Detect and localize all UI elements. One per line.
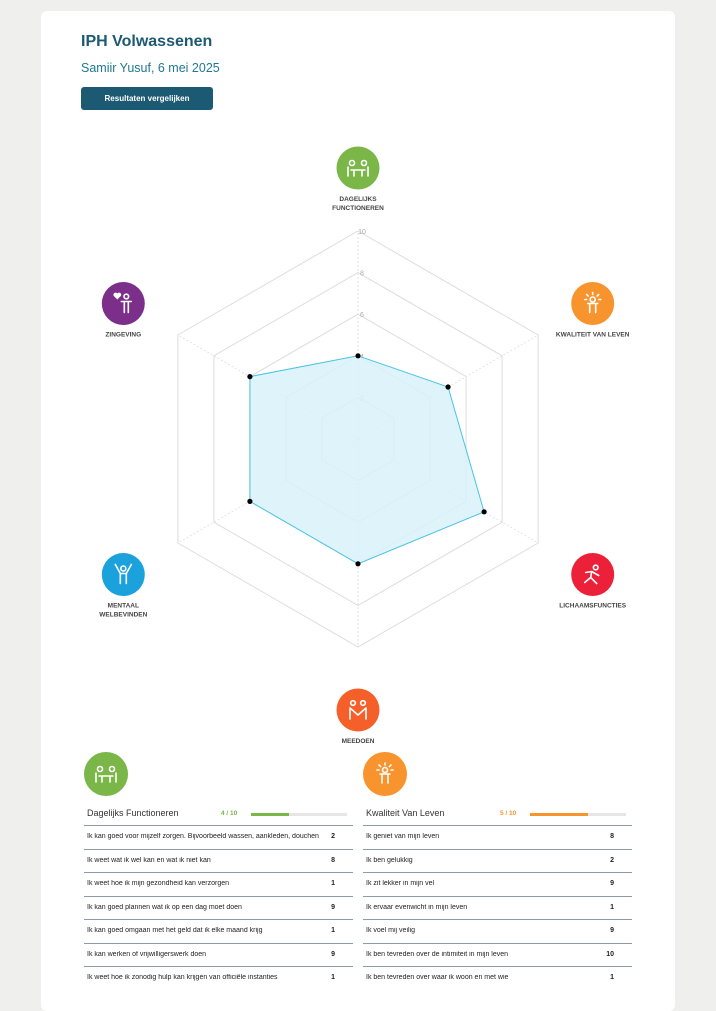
question-score: 2 <box>610 856 614 864</box>
section-header: Dagelijks Functioneren 4 / 10 <box>84 808 353 822</box>
radar-axis-1: KWALITEIT VAN LEVEN <box>556 282 630 339</box>
radar-axis-label: WELBEVINDEN <box>99 612 147 619</box>
section-score: 4 / 10 <box>221 810 238 817</box>
radar-axis-label: MENTAAL <box>108 603 139 610</box>
question-score: 1 <box>331 880 335 887</box>
question-row: Ik ben tevreden over de intimiteit in mi… <box>363 942 632 967</box>
radar-point <box>355 561 361 567</box>
question-score: 9 <box>610 927 614 934</box>
question-row: Ik ben gelukkig 2 <box>363 848 632 873</box>
question-text: Ik ervaar evenwicht in mijn leven <box>366 903 468 911</box>
question-row: Ik weet wat ik wel kan en wat ik niet ka… <box>84 848 353 873</box>
score-bar <box>251 813 347 816</box>
radar-point <box>355 353 361 359</box>
page-subtitle: Samiir Yusuf, 6 mei 2025 <box>81 61 220 75</box>
radar-tick-label: 10 <box>358 229 366 236</box>
question-row: Ik voel mij veilig 9 <box>363 919 632 943</box>
kwaliteit-van-leven-icon <box>571 282 615 325</box>
page-title: IPH Volwassenen <box>81 33 213 50</box>
radar-point <box>247 374 253 380</box>
question-text: Ik kan werken of vrijwilligerswerk doen <box>87 950 207 958</box>
question-text: Ik kan goed plannen wat ik op een dag mo… <box>87 903 242 911</box>
question-text: Ik weet hoe ik mijn gezondheid kan verzo… <box>87 880 230 887</box>
question-text: Ik zit lekker in mijn vel <box>366 880 435 887</box>
question-score: 9 <box>610 880 614 887</box>
question-row: Ik kan goed omgaan met het geld dat ik e… <box>84 919 353 943</box>
question-score: 1 <box>610 903 614 911</box>
question-score: 2 <box>331 833 335 840</box>
radar-point <box>247 498 253 504</box>
question-text: Ik geniet van mijn leven <box>366 833 440 840</box>
radar-point <box>445 384 451 390</box>
question-row: Ik weet hoe ik zonodig hulp kan krijgen … <box>84 966 353 990</box>
question-text: Ik weet hoe ik zonodig hulp kan krijgen … <box>87 974 278 981</box>
radar-axis-0: DAGELIJKS FUNCTIONEREN <box>332 146 384 212</box>
section-title: Kwaliteit Van Leven <box>366 808 445 818</box>
lichaamsfuncties-icon <box>571 553 615 596</box>
question-list: Ik kan goed voor mijzelf zorgen. Bijvoor… <box>84 825 353 990</box>
question-score: 10 <box>606 950 614 958</box>
question-score: 1 <box>610 974 614 981</box>
dagelijks-functioneren-icon <box>336 146 380 190</box>
question-list: Ik geniet van mijn leven 8 Ik ben gelukkig… <box>363 825 632 990</box>
section-title: Dagelijks Functioneren <box>87 808 179 818</box>
section-score: 5 / 10 <box>500 810 517 817</box>
radar-axis-4: MENTAAL WELBEVINDEN <box>99 553 148 619</box>
radar-axis-label: LICHAAMSFUNCTIES <box>559 603 626 610</box>
mentaal-welbevinden-icon <box>101 553 145 596</box>
question-score: 1 <box>331 974 335 981</box>
radar-ring <box>213 272 503 606</box>
radar-axis-3: MEEDOEN <box>336 688 380 745</box>
score-bar-fill <box>530 813 588 816</box>
question-score: 8 <box>331 856 335 864</box>
question-text: Ik weet wat ik wel kan en wat ik niet ka… <box>87 856 211 864</box>
question-text: Ik ben tevreden over de intimiteit in mi… <box>366 950 509 958</box>
question-row: Ik zit lekker in mijn vel 9 <box>363 872 632 896</box>
question-row: Ik kan werken of vrijwilligerswerk doen 9 <box>84 942 353 967</box>
radar-axis-label: ZINGEVING <box>105 332 141 339</box>
question-row: Ik weet hoe ik mijn gezondheid kan verzo… <box>84 872 353 896</box>
radar-axis-2: LICHAAMSFUNCTIES <box>559 553 627 610</box>
question-text: Ik kan goed voor mijzelf zorgen. Bijvoor… <box>87 833 319 840</box>
question-text: Ik ben tevreden over waar ik woon en met… <box>366 974 509 981</box>
score-bar <box>530 813 626 816</box>
radar-axis-label: MEEDOEN <box>342 738 375 745</box>
question-score: 9 <box>331 950 335 958</box>
question-text: Ik voel mij veilig <box>366 927 416 934</box>
question-row: Ik kan goed plannen wat ik op een dag mo… <box>84 895 353 920</box>
compare-results-button[interactable]: Resultaten vergelijken <box>81 87 213 110</box>
radar-axis-label: DAGELIJKS <box>339 196 377 203</box>
dagelijks-functioneren-icon <box>84 752 128 796</box>
question-row: Ik kan goed voor mijzelf zorgen. Bijvoor… <box>84 825 353 849</box>
question-score: 9 <box>331 903 335 911</box>
radar-point <box>481 509 487 515</box>
question-row: Ik ben tevreden over waar ik woon en met… <box>363 966 632 990</box>
radar-ring <box>177 230 539 648</box>
zingeving-icon <box>101 282 145 325</box>
question-score: 8 <box>610 833 614 840</box>
section-header: Kwaliteit Van Leven 5 / 10 <box>363 808 632 822</box>
radar-tick-label: 6 <box>360 312 364 319</box>
question-text: Ik kan goed omgaan met het geld dat ik e… <box>87 927 263 934</box>
meedoen-icon <box>336 688 380 732</box>
kwaliteit-van-leven-icon <box>363 752 407 796</box>
question-score: 1 <box>331 927 335 934</box>
radar-axis-label: KWALITEIT VAN LEVEN <box>556 332 630 339</box>
radar-tick-label: 8 <box>360 271 364 278</box>
question-row: Ik ervaar evenwicht in mijn leven 1 <box>363 895 632 920</box>
question-row: Ik geniet van mijn leven 8 <box>363 825 632 849</box>
score-bar-fill <box>251 813 290 816</box>
radar-axis-label: FUNCTIONEREN <box>332 205 384 212</box>
radar-axis-5: ZINGEVING <box>101 282 145 339</box>
question-text: Ik ben gelukkig <box>366 856 413 864</box>
